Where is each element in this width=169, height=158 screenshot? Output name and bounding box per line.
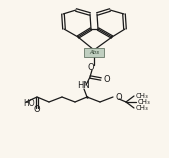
Text: HO: HO [23,100,35,109]
Text: O: O [88,63,94,72]
Text: Abs: Abs [89,50,99,55]
Text: O: O [104,75,111,83]
Text: CH₃: CH₃ [136,93,149,99]
Text: HN: HN [77,82,89,91]
Text: CH₃: CH₃ [138,99,151,105]
FancyBboxPatch shape [84,48,104,57]
Text: O: O [116,92,123,101]
Text: O: O [34,106,40,115]
Text: CH₃: CH₃ [136,105,149,111]
